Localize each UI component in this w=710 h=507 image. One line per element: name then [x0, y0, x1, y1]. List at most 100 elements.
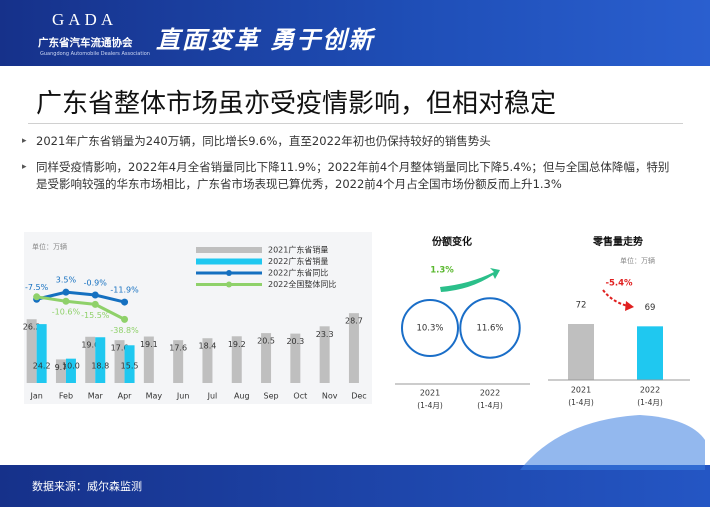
- legend-label: 2021广东省销量: [268, 245, 328, 255]
- data-label: 24.2: [33, 362, 51, 371]
- data-label: -11.9%: [110, 286, 139, 295]
- data-label: 9.7: [55, 363, 68, 372]
- bar: [124, 345, 135, 383]
- legend-label: 2022广东省同比: [268, 268, 328, 278]
- data-label: 19.2: [228, 340, 246, 349]
- x-tick-label: 2021: [420, 389, 440, 398]
- legend-swatch: [226, 281, 232, 288]
- bar: [36, 324, 47, 383]
- data-label: 18.4: [199, 342, 217, 351]
- header-band: [0, 0, 710, 66]
- legend-swatch: [196, 247, 262, 253]
- data-label: 23.3: [316, 330, 334, 339]
- x-tick-label: Oct: [293, 392, 307, 401]
- unit-label: 单位：万辆: [32, 242, 67, 251]
- annotation: -5.4%: [605, 279, 633, 289]
- unit-label: 单位：万辆: [620, 256, 655, 265]
- bar: [26, 319, 37, 383]
- bar: [143, 336, 154, 383]
- x-tick-label: 2022: [640, 386, 660, 395]
- data-label: 10.3%: [416, 324, 443, 334]
- bar: [173, 340, 184, 383]
- x-tick-sublabel: (1-4月): [568, 398, 594, 407]
- x-tick-label: Sep: [264, 392, 279, 401]
- bar: [637, 326, 663, 380]
- data-label: 15.5: [121, 362, 139, 371]
- x-tick-label: Dec: [351, 392, 366, 401]
- x-tick-label: Apr: [118, 392, 133, 401]
- slogan: 直面变革 勇于创新: [156, 25, 375, 54]
- x-tick-label: Jul: [207, 392, 218, 401]
- legend-swatch: [226, 270, 232, 276]
- legend-label: 2022广东省销量: [268, 256, 328, 266]
- x-tick-sublabel: (1-4月): [417, 401, 443, 410]
- line-point: [33, 293, 41, 301]
- x-tick-label: Aug: [234, 392, 250, 401]
- data-label: 26.2: [23, 323, 41, 332]
- data-label: -38.8%: [110, 326, 139, 335]
- divider: [28, 123, 683, 124]
- slide-title: 广东省整体市场虽亦受疫情影响，但相对稳定: [36, 89, 557, 119]
- line: [36, 290, 125, 304]
- data-label: 3.5%: [56, 276, 77, 285]
- line: [36, 295, 126, 321]
- data-label: 69: [645, 303, 656, 313]
- data-label: 18.8: [91, 362, 109, 371]
- x-tick-label: Feb: [59, 392, 73, 401]
- line-point: [91, 291, 99, 299]
- x-tick-sublabel: (1-4月): [637, 398, 663, 407]
- data-label: 19.0: [81, 340, 99, 349]
- x-tick-label: May: [146, 392, 163, 401]
- x-tick-label: Nov: [322, 392, 338, 401]
- bar: [95, 337, 106, 383]
- footer-band: [0, 465, 710, 507]
- data-label: 20.3: [286, 337, 304, 346]
- share-circle: [401, 299, 459, 357]
- bar: [231, 336, 242, 383]
- x-tick-label: Jun: [176, 392, 190, 401]
- legend-swatch: [196, 258, 262, 265]
- car-decoration: [520, 415, 705, 470]
- data-label: 10.0: [62, 362, 80, 371]
- x-tick-label: 2021: [571, 386, 591, 395]
- line-point: [121, 298, 129, 306]
- data-label: -0.9%: [84, 279, 108, 288]
- bar: [55, 359, 66, 383]
- logo: GADA: [52, 10, 118, 29]
- legend-label: 2022全国整体同比: [268, 279, 336, 289]
- line-point: [62, 297, 70, 305]
- bar: [290, 333, 301, 383]
- bar: [261, 333, 272, 383]
- line-point: [91, 300, 99, 308]
- x-tick-label: Mar: [88, 392, 104, 401]
- data-label: 20.5: [257, 337, 275, 346]
- bar: [114, 340, 125, 383]
- bar: [568, 324, 594, 380]
- bar: [202, 338, 213, 383]
- bullet: 同样受疫情影响，2022年4月全省销量同比下降11.9%；2022年前4个月整体…: [22, 159, 676, 193]
- bar: [348, 313, 359, 383]
- line-point: [121, 315, 129, 323]
- data-label: 28.7: [345, 317, 363, 326]
- arrow-head: [625, 301, 634, 311]
- x-tick-label: 2022: [480, 389, 500, 398]
- share-circle: [459, 297, 521, 359]
- data-label: 72: [576, 301, 587, 311]
- source: 数据来源：威尔森监测: [32, 480, 142, 493]
- trend-arrow: [440, 268, 500, 292]
- bar: [85, 336, 96, 383]
- x-tick-label: Jan: [29, 392, 42, 401]
- data-label: -10.6%: [52, 308, 81, 317]
- x-tick-sublabel: (1-4月): [477, 401, 503, 410]
- chart-title: 零售量走势: [592, 235, 643, 248]
- chart-title: 份额变化: [432, 235, 472, 248]
- data-label: 17.6: [111, 344, 129, 353]
- bar: [65, 358, 76, 383]
- organization: 广东省汽车流通协会: [38, 37, 133, 49]
- annotation: 1.3%: [430, 266, 454, 276]
- line-point: [62, 288, 70, 296]
- bullet: 2021年广东省销量为240万辆，同比增长9.6%，直至2022年初也仍保持较好…: [22, 133, 676, 150]
- data-label: 11.6%: [476, 324, 503, 334]
